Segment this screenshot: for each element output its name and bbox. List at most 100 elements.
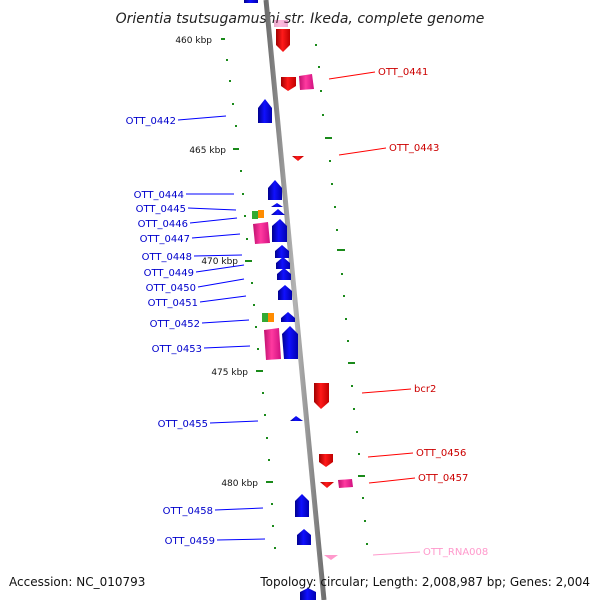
feature-green[interactable] <box>262 313 268 322</box>
tick-major <box>245 260 252 262</box>
gene-feature-forward[interactable] <box>268 180 282 200</box>
gene-label[interactable]: OTT_RNA008 <box>423 547 488 558</box>
scale-label-470: 470 kbp <box>201 257 238 267</box>
gene-feature-forward[interactable] <box>244 0 258 3</box>
gene-feature-reverse[interactable] <box>314 383 329 409</box>
gene-feature-forward[interactable] <box>258 99 272 123</box>
gene-feature-forward[interactable] <box>271 203 283 207</box>
tick-minor <box>272 525 274 527</box>
tick-minor <box>343 295 345 297</box>
map-title: Orientia tsutsugamushi str. Ikeda, compl… <box>116 11 485 27</box>
scale-label-465: 465 kbp <box>189 146 226 156</box>
gene-label[interactable]: OTT_0446 <box>138 219 188 230</box>
tick-minor <box>353 408 355 410</box>
gene-feature-reverse[interactable] <box>320 482 334 488</box>
tick-minor <box>257 348 259 350</box>
gene-feature-forward[interactable] <box>290 416 303 421</box>
gene-label[interactable]: OTT_0456 <box>416 448 466 459</box>
gene-feature-reverse[interactable] <box>281 77 296 91</box>
pseudogene-feature[interactable] <box>338 479 353 488</box>
left-gene-labels: OTT_0442 OTT_0444 OTT_0445 OTT_0446 OTT_… <box>126 116 215 547</box>
gene-feature-forward[interactable] <box>297 529 311 545</box>
gene-feature-forward[interactable] <box>277 268 291 280</box>
gene-feature-forward[interactable] <box>282 326 298 359</box>
gene-feature-reverse[interactable] <box>319 454 333 467</box>
gene-label[interactable]: OTT_0448 <box>142 252 192 263</box>
rna-label-line <box>372 551 421 556</box>
feature-green[interactable] <box>252 211 258 219</box>
tick-minor <box>351 385 353 387</box>
tick-minor <box>331 183 333 185</box>
gene-label[interactable]: OTT_0444 <box>134 190 184 201</box>
gene-feature-forward[interactable] <box>281 312 295 322</box>
genome-summary-text: Topology: circular; Length: 2,008,987 bp… <box>259 575 590 589</box>
scale-label-475: 475 kbp <box>211 368 248 378</box>
left-label-lines <box>177 115 266 541</box>
tick-minor <box>336 229 338 231</box>
tick-minor <box>242 193 244 195</box>
genome-backbone <box>263 0 327 600</box>
gene-label[interactable]: OTT_0447 <box>140 234 190 245</box>
forward-strand-genes <box>244 0 316 600</box>
tick-minor <box>347 340 349 342</box>
gene-label[interactable]: OTT_0441 <box>378 67 428 78</box>
scale-label-460: 460 kbp <box>175 36 212 46</box>
gene-label[interactable]: OTT_0459 <box>165 536 215 547</box>
tick-minor <box>229 80 231 82</box>
tick-minor <box>358 453 360 455</box>
gene-feature-forward[interactable] <box>300 588 316 600</box>
tick-minor <box>232 103 234 105</box>
tick-minor <box>244 215 246 217</box>
gene-label[interactable]: bcr2 <box>414 384 436 395</box>
tick-minor <box>345 318 347 320</box>
gene-label[interactable]: OTT_0453 <box>152 344 202 355</box>
gene-feature-forward[interactable] <box>276 257 290 269</box>
pseudogene-feature[interactable] <box>264 328 281 360</box>
pseudogene-feature[interactable] <box>253 222 270 244</box>
tick-major <box>266 481 273 483</box>
gene-label[interactable]: OTT_0449 <box>144 268 194 279</box>
gene-label[interactable]: OTT_0451 <box>148 298 198 309</box>
gene-label[interactable]: OTT_0455 <box>158 419 208 430</box>
pseudogene-feature[interactable] <box>274 20 288 27</box>
gene-label[interactable]: OTT_0445 <box>136 204 186 215</box>
gene-label[interactable]: OTT_0458 <box>163 506 213 517</box>
tick-major <box>337 249 345 251</box>
gene-label[interactable]: OTT_0457 <box>418 473 468 484</box>
tick-minor <box>251 282 253 284</box>
pseudogene-feature[interactable] <box>299 74 314 90</box>
gene-feature-forward[interactable] <box>278 285 292 300</box>
gene-feature-forward[interactable] <box>275 245 289 258</box>
gene-feature-forward[interactable] <box>272 219 287 242</box>
tick-major <box>348 362 355 364</box>
gene-feature-forward[interactable] <box>295 494 309 517</box>
tick-minor <box>318 66 320 68</box>
gene-label[interactable]: OTT_0450 <box>146 283 196 294</box>
tick-major <box>325 137 332 139</box>
tick-minor <box>274 547 276 549</box>
gene-label[interactable]: OTT_0443 <box>389 143 439 154</box>
scale-label-480: 480 kbp <box>221 479 258 489</box>
tick-minor <box>226 59 228 61</box>
gene-feature-reverse[interactable] <box>276 29 290 52</box>
gene-label[interactable]: OTT_0442 <box>126 116 176 127</box>
tick-minor <box>362 497 364 499</box>
tick-minor <box>364 520 366 522</box>
tick-minor <box>334 206 336 208</box>
outer-tick-marks <box>315 44 368 545</box>
gene-label[interactable]: OTT_0452 <box>150 319 200 330</box>
pseudogene-features <box>253 20 353 488</box>
tick-major <box>233 148 239 150</box>
feature-orange[interactable] <box>268 313 274 322</box>
tick-minor <box>264 414 266 416</box>
inner-tick-marks <box>221 38 276 549</box>
rna-feature[interactable] <box>324 555 338 560</box>
feature-orange[interactable] <box>258 210 264 218</box>
tick-minor <box>322 114 324 116</box>
gene-feature-reverse[interactable] <box>292 156 304 161</box>
gene-feature-forward[interactable] <box>271 209 285 215</box>
mixed-features <box>252 210 274 322</box>
tick-minor <box>268 459 270 461</box>
